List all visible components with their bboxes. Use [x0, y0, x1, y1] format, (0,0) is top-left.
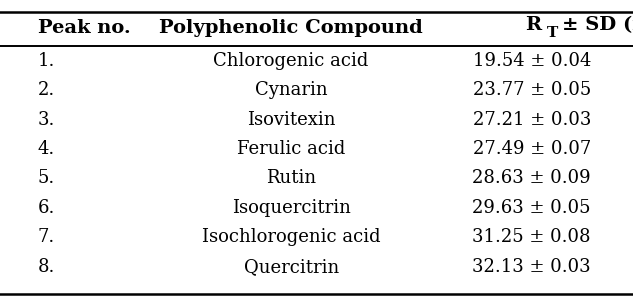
Text: Isoquercitrin: Isoquercitrin [232, 199, 351, 217]
Text: 27.21 ± 0.03: 27.21 ± 0.03 [472, 111, 591, 129]
Text: Isochlorogenic acid: Isochlorogenic acid [202, 228, 380, 246]
Text: Peak no.: Peak no. [38, 19, 131, 37]
Text: 27.49 ± 0.07: 27.49 ± 0.07 [473, 140, 591, 158]
Text: 4.: 4. [38, 140, 55, 158]
Text: T: T [547, 26, 558, 40]
Text: 29.63 ± 0.05: 29.63 ± 0.05 [472, 199, 591, 217]
Text: 6.: 6. [38, 199, 55, 217]
Text: 28.63 ± 0.09: 28.63 ± 0.09 [472, 170, 591, 187]
Text: 1.: 1. [38, 52, 55, 70]
Text: Isovitexin: Isovitexin [247, 111, 335, 129]
Text: 7.: 7. [38, 228, 55, 246]
Text: Quercitrin: Quercitrin [244, 258, 339, 276]
Text: 23.77 ± 0.05: 23.77 ± 0.05 [473, 81, 591, 99]
Text: Ferulic acid: Ferulic acid [237, 140, 346, 158]
Text: 5.: 5. [38, 170, 55, 187]
Text: 31.25 ± 0.08: 31.25 ± 0.08 [472, 228, 591, 246]
Text: Cynarin: Cynarin [255, 81, 327, 99]
Text: 2.: 2. [38, 81, 55, 99]
Text: Chlorogenic acid: Chlorogenic acid [213, 52, 369, 70]
Text: Rutin: Rutin [266, 170, 316, 187]
Text: 8.: 8. [38, 258, 55, 276]
Text: 32.13 ± 0.03: 32.13 ± 0.03 [472, 258, 591, 276]
Text: 3.: 3. [38, 111, 55, 129]
Text: 19.54 ± 0.04: 19.54 ± 0.04 [472, 52, 591, 70]
Text: R: R [525, 16, 541, 34]
Text: ± SD (min): ± SD (min) [562, 16, 633, 34]
Text: Polyphenolic Compound: Polyphenolic Compound [160, 19, 423, 37]
